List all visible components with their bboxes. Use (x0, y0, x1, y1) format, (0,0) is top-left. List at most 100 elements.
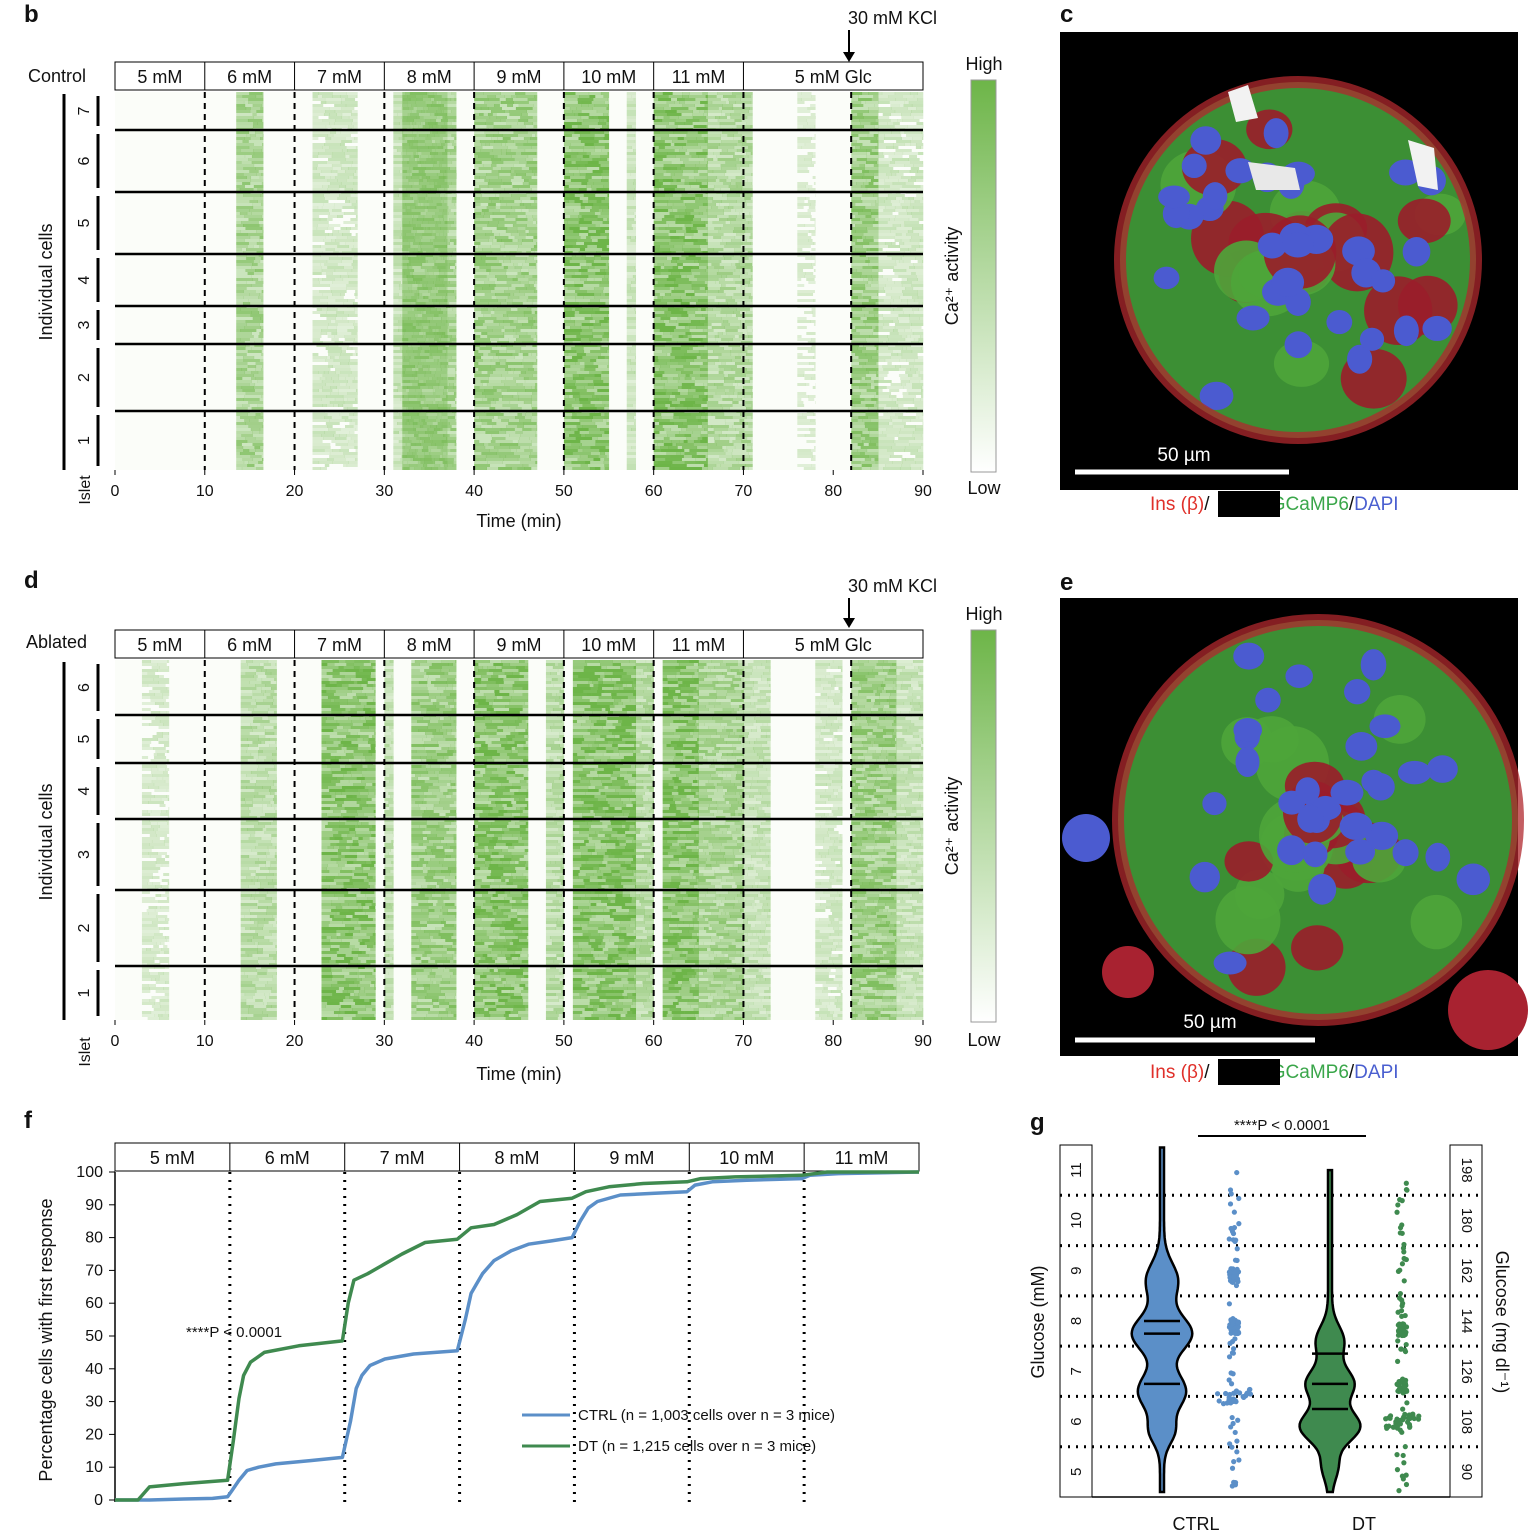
heatmap-cell (236, 299, 249, 302)
heatmap-cell (664, 188, 675, 191)
heatmap-cell (493, 356, 499, 359)
heatmap-cell (525, 227, 538, 230)
heatmap-cell (333, 251, 339, 254)
heatmap-cell (343, 212, 358, 215)
heatmap-cell (718, 371, 724, 374)
heatmap-cell (253, 260, 261, 263)
heatmap-cell (536, 326, 538, 329)
heatmap-cell (407, 386, 420, 389)
heatmap-cell (678, 116, 694, 119)
heatmap-cell (890, 200, 900, 203)
heatmap-cell (851, 122, 861, 125)
heatmap-cell (419, 242, 433, 245)
heatmap-cell (255, 362, 264, 365)
heatmap-cell (683, 368, 701, 371)
heatmap-cell (707, 356, 719, 359)
heatmap-cell (312, 92, 319, 95)
heatmap-cell (261, 200, 264, 203)
heatmap-cell (422, 284, 436, 287)
heatmap-cell (533, 368, 538, 371)
heatmap-cell (486, 332, 504, 335)
heatmap-cell (484, 212, 494, 215)
heatmap-cell (596, 188, 610, 191)
heatmap-cell (316, 308, 322, 311)
heatmap-cell (527, 119, 538, 122)
heatmap-cell (501, 107, 517, 110)
heatmap-cell (657, 356, 676, 359)
heatmap-cell (433, 218, 444, 221)
heatmap-cell (690, 386, 705, 389)
heatmap-cell (240, 308, 258, 311)
heatmap-cell (426, 311, 443, 314)
heatmap-cell (911, 329, 924, 332)
heatmap-cell (417, 203, 424, 206)
heatmap-cell (414, 239, 421, 242)
heatmap-cell (583, 350, 591, 353)
heatmap-cell (851, 323, 866, 326)
heatmap-cell (437, 341, 452, 344)
heatmap-cell (445, 344, 450, 347)
heatmap-cell (586, 182, 594, 185)
heatmap-cell (680, 347, 689, 350)
heatmap-cell (441, 101, 457, 104)
heatmap-cell (895, 149, 912, 152)
heatmap-cell (480, 380, 489, 383)
heatmap-cell (336, 170, 346, 173)
heatmap-cell (522, 182, 530, 185)
heatmap-cell (675, 278, 689, 281)
heatmap-cell (804, 311, 813, 314)
heatmap-cell (856, 269, 872, 272)
heatmap-cell (748, 359, 753, 362)
heatmap-cell (437, 122, 452, 125)
heatmap-cell (496, 344, 502, 347)
heatmap-cell (393, 374, 402, 377)
heatmap-cell (474, 344, 480, 347)
heatmap-cell (911, 284, 924, 287)
heatmap-cell (595, 272, 607, 275)
heatmap-cell (690, 320, 701, 323)
heatmap-cell (883, 287, 892, 290)
heatmap-cell (907, 125, 924, 128)
heatmap-cell (249, 293, 260, 296)
heatmap-cell (584, 368, 596, 371)
heatmap-cell (608, 344, 610, 347)
heatmap-cell (341, 347, 348, 350)
heatmap-cell (911, 176, 924, 179)
heatmap-cell (444, 122, 448, 125)
heatmap-cell (422, 125, 433, 128)
heatmap-cell (572, 245, 588, 248)
heatmap-cell (574, 323, 582, 326)
heatmap-cell (626, 185, 637, 188)
heatmap-cell (325, 125, 332, 128)
heatmap-cell (416, 254, 433, 257)
heatmap-cell (626, 362, 631, 365)
heatmap-cell (664, 215, 675, 218)
heatmap-cell (684, 290, 695, 293)
heatmap-cell (255, 281, 264, 284)
heatmap-cell (408, 266, 422, 269)
heatmap-cell (402, 209, 407, 212)
heatmap-cell (536, 353, 538, 356)
heatmap-cell (579, 332, 593, 335)
heatmap-cell (409, 362, 422, 365)
heatmap-cell (486, 173, 500, 176)
heatmap-cell (474, 149, 481, 152)
heatmap-cell (587, 266, 595, 269)
heatmap-cell (419, 200, 429, 203)
heatmap-cell (328, 362, 341, 365)
heatmap-cell (903, 104, 913, 107)
heatmap-cell (734, 248, 744, 251)
heatmap-cell (694, 98, 708, 101)
heatmap-cell (236, 140, 243, 143)
heatmap-cell (878, 134, 885, 137)
heatmap-cell (882, 341, 887, 344)
heatmap-cell (745, 374, 753, 377)
heatmap-cell (707, 101, 713, 104)
heatmap-cell (480, 242, 493, 245)
heatmap-cell (851, 245, 863, 248)
heatmap-cell (487, 185, 501, 188)
heatmap-cell (707, 206, 712, 209)
heatmap-cell (587, 161, 599, 164)
heatmap-cell (730, 116, 748, 119)
heatmap-cell (532, 170, 538, 173)
